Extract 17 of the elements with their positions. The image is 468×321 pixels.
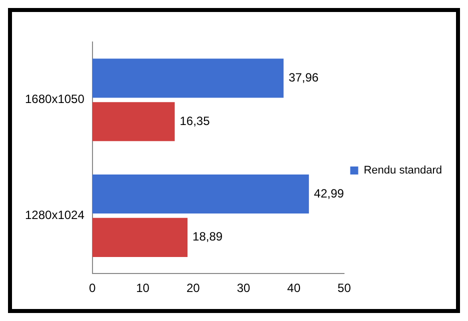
data-label: 37,96 <box>288 70 319 84</box>
data-label: 18,89 <box>192 230 223 244</box>
bar <box>92 102 175 142</box>
x-tick-label: 50 <box>338 281 352 296</box>
bar <box>92 218 188 257</box>
x-tick-label: 30 <box>236 281 250 296</box>
x-tick-label: 20 <box>186 281 200 296</box>
bar <box>92 174 309 214</box>
x-tick-label: 10 <box>136 281 150 296</box>
bar <box>92 58 284 98</box>
y-tick-label: 1680x1050 <box>25 92 85 106</box>
data-label: 16,35 <box>180 114 210 128</box>
legend-label: Rendu standard <box>364 164 442 177</box>
x-tick-label: 0 <box>89 281 96 296</box>
data-label: 42,99 <box>314 186 344 200</box>
x-tick-label: 40 <box>287 281 301 296</box>
y-tick-label: 1280x1024 <box>25 208 85 222</box>
